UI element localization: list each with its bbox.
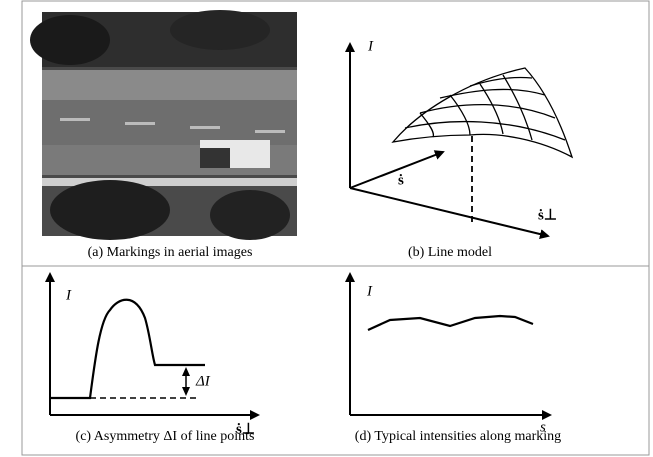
caption: (a) Markings in aerial images (88, 245, 253, 260)
caption: (b) Line model (408, 245, 492, 260)
aerial-photo (30, 10, 297, 240)
figure: (a) Markings in aerial images I ṡ ṡ⊥ (b)… (0, 0, 653, 457)
axis-label: I (366, 283, 373, 299)
axis-label: ṡ (398, 172, 404, 188)
caption: (c) Asymmetry ΔI of line points (76, 429, 255, 444)
asymmetry-plot (50, 274, 258, 415)
caption: (d) Typical intensities along marking (355, 429, 561, 444)
axis-label: I (65, 287, 72, 303)
axis-label: I (367, 38, 374, 54)
intensity-plot (350, 274, 550, 415)
delta-label: ΔI (195, 373, 211, 389)
axis-label: ṡ⊥ (538, 207, 557, 223)
